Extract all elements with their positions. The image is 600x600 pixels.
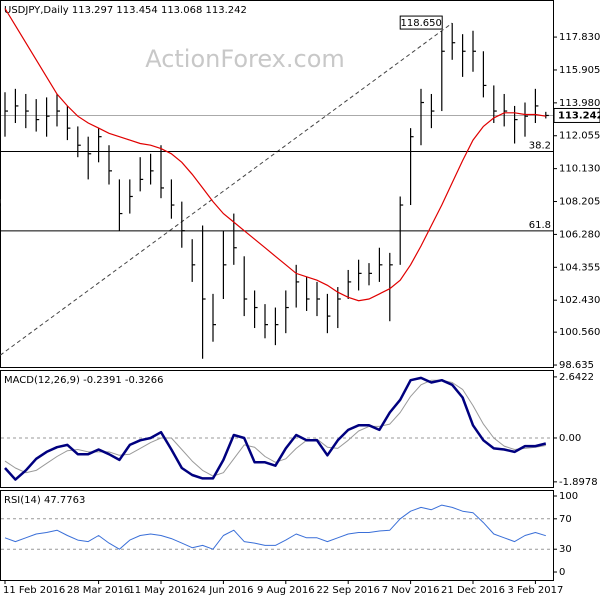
x-tick-label: 3 Feb 2017 [507, 585, 563, 596]
y-tick-label: 100.560 [559, 327, 600, 338]
last-price-label: 113.242 [558, 110, 600, 121]
y-tick-label: 113.980 [559, 98, 600, 109]
y-tick-label: 70 [559, 514, 572, 525]
y-tick-label: 0 [559, 567, 565, 578]
x-tick-label: 7 Nov 2016 [382, 585, 440, 596]
fib-label: 38.2 [529, 141, 551, 152]
x-tick-label: 28 Mar 2016 [67, 585, 130, 596]
moving-average [4, 8, 546, 302]
x-tick-label: 24 Jun 2016 [193, 585, 253, 596]
y-tick-label: 110.130 [559, 164, 600, 175]
y-tick-label: 108.205 [559, 197, 600, 208]
indicator-line [4, 376, 547, 481]
high-label-box [399, 15, 443, 30]
x-tick-label: 22 Sep 2016 [317, 585, 380, 596]
x-tick-label: 9 Aug 2016 [257, 585, 315, 596]
dashed-trend [0, 22, 453, 356]
panel-frame [0, 370, 554, 488]
y-tick-label: 0.00 [559, 433, 581, 444]
panel-frame [0, 0, 554, 368]
y-tick-label: -1.8978 [559, 477, 598, 488]
y-tick-label: 98.635 [559, 360, 594, 371]
y-tick-label: 115.905 [559, 65, 600, 76]
watermark: ActionForex.com [145, 45, 345, 73]
panel-title: MACD(12,26,9) -0.2391 -0.3266 [4, 375, 164, 386]
fib-label: 61.8 [529, 220, 551, 231]
y-tick-label: 112.055 [559, 131, 600, 142]
x-tick-label: 11 May 2016 [128, 585, 193, 596]
y-tick-label: 30 [559, 544, 572, 555]
y-tick-label: 104.355 [559, 262, 600, 273]
y-tick-label: 100 [559, 491, 578, 502]
y-tick-label: 106.280 [559, 229, 600, 240]
y-tick-label: 102.430 [559, 295, 600, 306]
x-tick-label: 11 Feb 2016 [3, 585, 65, 596]
y-tick-label: 2.6422 [559, 372, 594, 383]
panel-title: USDJPY,Daily 113.297 113.454 113.068 113… [4, 5, 247, 16]
x-tick-label: 21 Dec 2016 [441, 585, 505, 596]
panel-frame [0, 490, 554, 581]
high-label: 118.650 [401, 18, 442, 29]
panel-title: RSI(14) 47.7763 [4, 495, 85, 506]
y-tick-label: 117.830 [559, 32, 600, 43]
last-price-box [553, 107, 600, 123]
indicator-line [4, 504, 546, 550]
